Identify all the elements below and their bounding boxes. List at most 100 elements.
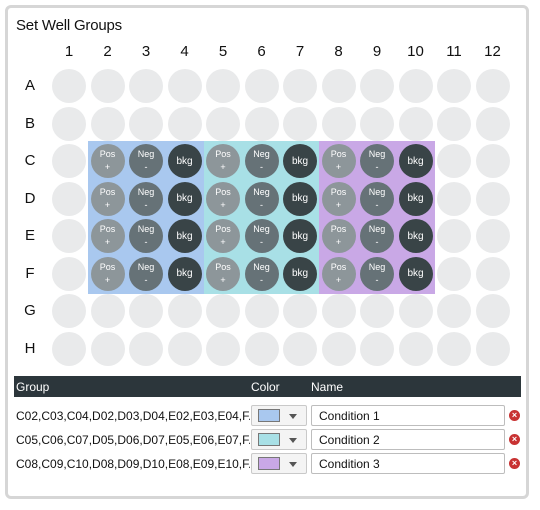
well[interactable] [129, 294, 163, 328]
well[interactable] [90, 294, 125, 328]
well[interactable] [206, 294, 240, 328]
well-neg[interactable]: Neg - [360, 144, 394, 178]
well[interactable] [90, 106, 125, 141]
well-pos[interactable]: Pos + [206, 181, 240, 216]
well[interactable] [437, 331, 471, 366]
well[interactable] [437, 69, 471, 103]
well[interactable] [129, 106, 163, 141]
well-bkg[interactable]: bkg [167, 256, 202, 291]
well-bkg[interactable]: bkg [283, 256, 317, 291]
well[interactable] [206, 331, 240, 366]
well[interactable] [398, 69, 433, 103]
delete-group-icon[interactable]: × [509, 410, 520, 421]
well[interactable] [90, 331, 125, 366]
well-neg[interactable]: Neg - [244, 181, 279, 216]
well-neg[interactable]: Neg - [360, 219, 394, 253]
well[interactable] [398, 331, 433, 366]
well-pos[interactable]: Pos + [90, 144, 125, 178]
well[interactable] [167, 69, 202, 103]
well[interactable] [244, 331, 279, 366]
well[interactable] [206, 106, 240, 141]
well[interactable] [52, 331, 86, 366]
well[interactable] [437, 294, 471, 328]
well[interactable] [52, 144, 86, 178]
well[interactable] [52, 106, 86, 141]
well[interactable] [244, 69, 279, 103]
well[interactable] [437, 219, 471, 253]
color-picker-dropdown[interactable] [251, 453, 307, 474]
well[interactable] [475, 144, 510, 178]
well[interactable] [52, 181, 86, 216]
well-neg[interactable]: Neg - [360, 256, 394, 291]
well[interactable] [475, 294, 510, 328]
well-pos[interactable]: Pos + [321, 144, 356, 178]
well[interactable] [360, 106, 394, 141]
well[interactable] [398, 294, 433, 328]
well-bkg[interactable]: bkg [398, 256, 433, 291]
delete-group-icon[interactable]: × [509, 434, 520, 445]
well[interactable] [398, 106, 433, 141]
well[interactable] [475, 219, 510, 253]
well[interactable] [475, 256, 510, 291]
well-pos[interactable]: Pos + [90, 181, 125, 216]
well[interactable] [90, 69, 125, 103]
well-bkg[interactable]: bkg [398, 144, 433, 178]
well[interactable] [360, 331, 394, 366]
well-pos[interactable]: Pos + [321, 256, 356, 291]
well-neg[interactable]: Neg - [129, 144, 163, 178]
well[interactable] [129, 69, 163, 103]
well[interactable] [167, 294, 202, 328]
well-neg[interactable]: Neg - [244, 256, 279, 291]
well-bkg[interactable]: bkg [167, 219, 202, 253]
well[interactable] [360, 294, 394, 328]
well-bkg[interactable]: bkg [283, 181, 317, 216]
well[interactable] [206, 69, 240, 103]
well[interactable] [52, 219, 86, 253]
well[interactable] [321, 69, 356, 103]
well[interactable] [244, 294, 279, 328]
well-pos[interactable]: Pos + [206, 144, 240, 178]
well-neg[interactable]: Neg - [360, 181, 394, 216]
well-bkg[interactable]: bkg [283, 144, 317, 178]
well-pos[interactable]: Pos + [206, 219, 240, 253]
well-neg[interactable]: Neg - [129, 181, 163, 216]
well-bkg[interactable]: bkg [398, 181, 433, 216]
well[interactable] [244, 106, 279, 141]
well[interactable] [475, 106, 510, 141]
well[interactable] [321, 331, 356, 366]
well-bkg[interactable]: bkg [398, 219, 433, 253]
well[interactable] [437, 144, 471, 178]
well[interactable] [129, 331, 163, 366]
well[interactable] [437, 256, 471, 291]
well-pos[interactable]: Pos + [90, 219, 125, 253]
well[interactable] [360, 69, 394, 103]
well-neg[interactable]: Neg - [129, 219, 163, 253]
well[interactable] [167, 331, 202, 366]
well-neg[interactable]: Neg - [244, 219, 279, 253]
well[interactable] [167, 106, 202, 141]
well[interactable] [475, 181, 510, 216]
well-bkg[interactable]: bkg [167, 144, 202, 178]
group-name-input[interactable] [311, 429, 505, 450]
well-pos[interactable]: Pos + [90, 256, 125, 291]
well[interactable] [52, 256, 86, 291]
well[interactable] [283, 69, 317, 103]
well[interactable] [283, 106, 317, 141]
well-bkg[interactable]: bkg [167, 181, 202, 216]
well[interactable] [283, 331, 317, 366]
group-name-input[interactable] [311, 453, 505, 474]
color-picker-dropdown[interactable] [251, 429, 307, 450]
well-pos[interactable]: Pos + [206, 256, 240, 291]
well[interactable] [437, 106, 471, 141]
well[interactable] [321, 294, 356, 328]
well[interactable] [321, 106, 356, 141]
well[interactable] [475, 69, 510, 103]
well-pos[interactable]: Pos + [321, 219, 356, 253]
well[interactable] [52, 294, 86, 328]
well-pos[interactable]: Pos + [321, 181, 356, 216]
well-neg[interactable]: Neg - [244, 144, 279, 178]
well[interactable] [475, 331, 510, 366]
delete-group-icon[interactable]: × [509, 458, 520, 469]
group-name-input[interactable] [311, 405, 505, 426]
color-picker-dropdown[interactable] [251, 405, 307, 426]
